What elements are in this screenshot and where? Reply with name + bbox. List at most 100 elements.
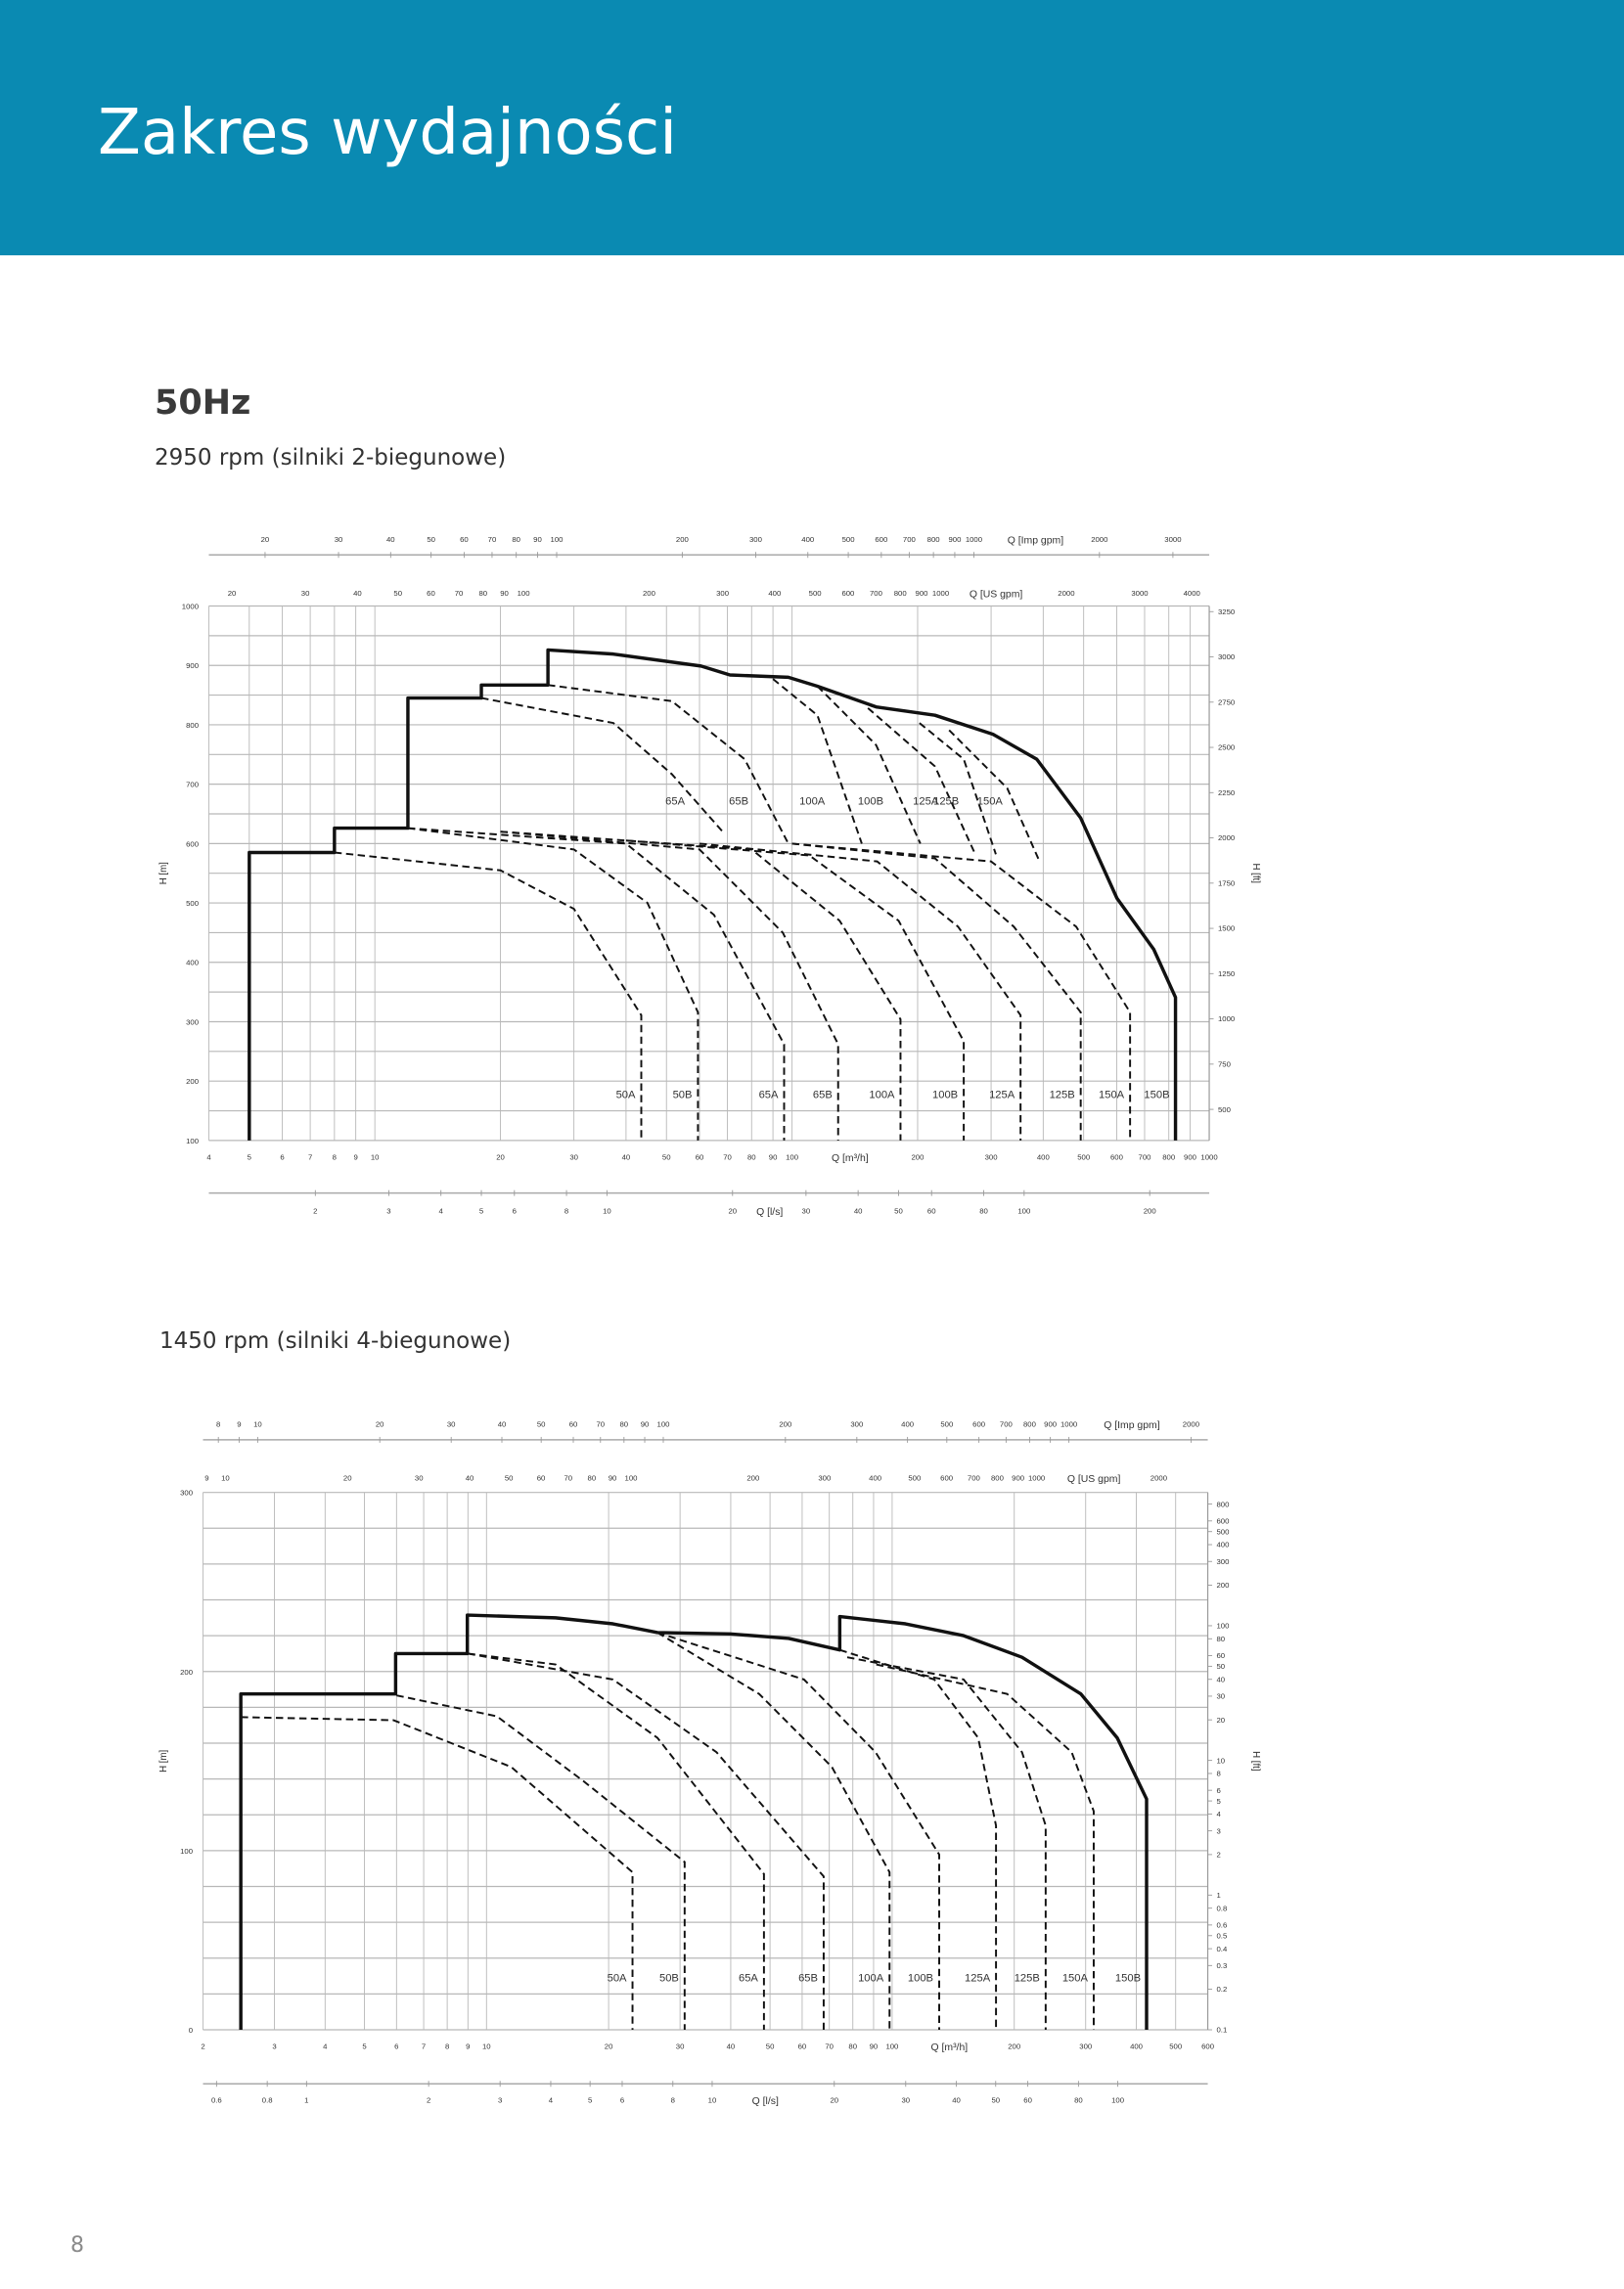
curve-125A [699, 842, 1022, 1141]
x-tick-label: 40 [727, 2042, 736, 2050]
y2-tick-label: 2750 [1218, 697, 1235, 706]
ls-tick-label: 3 [386, 1207, 390, 1216]
us-gpm-tick-label: 20 [343, 1474, 352, 1483]
y2-tick-label: 40 [1217, 1675, 1226, 1683]
curve-label-50B: 50B [673, 1090, 693, 1101]
curve-label-65A: 65A [739, 1973, 758, 1985]
ls-axis-label: Q [l/s] [756, 1207, 783, 1218]
curve-label-150A: 150A [1062, 1973, 1089, 1985]
y2-axis-label: H [ft] [1250, 863, 1261, 882]
ls-tick-label: 80 [979, 1207, 988, 1216]
curve-label-50B: 50B [659, 1973, 679, 1985]
us-gpm-tick-label: 70 [564, 1474, 572, 1483]
x-tick-label: 6 [280, 1152, 284, 1161]
us-gpm-tick-label: 600 [841, 589, 854, 598]
curve-label-65A: 65A [759, 1090, 779, 1101]
imp-gpm-tick-label: 600 [972, 1419, 985, 1428]
imp-gpm-tick-label: 70 [488, 535, 497, 544]
curve-50B [407, 827, 699, 1141]
curve-label-65B: 65B [813, 1090, 833, 1101]
y-tick-label: 1000 [182, 603, 199, 611]
imp-gpm-tick-label: 900 [948, 535, 961, 544]
x-tick-label: 90 [769, 1152, 778, 1161]
x-tick-label: 100 [885, 2042, 898, 2050]
y-tick-label: 200 [180, 1668, 193, 1677]
x-tick-label: 6 [394, 2042, 398, 2050]
us-gpm-tick-label: 40 [466, 1474, 474, 1483]
y2-tick-label: 0.1 [1217, 2026, 1228, 2035]
curve-label-125A: 125A [965, 1973, 991, 1985]
x-tick-label: 2 [201, 2042, 204, 2050]
y2-tick-label: 4 [1217, 1810, 1222, 1818]
ls-tick-label: 2 [427, 2096, 430, 2105]
curve-125B [791, 842, 1082, 1141]
imp-gpm-tick-label: 200 [676, 535, 689, 544]
y2-tick-label: 2 [1217, 1851, 1221, 1860]
imp-gpm-tick-label: 70 [596, 1419, 605, 1428]
curve-label-50A: 50A [608, 1973, 627, 1985]
chart-1: 4 5 6 7 8 9 10 20 30 40 50 60 70 80 90 100 200 300 400 500 6… [158, 535, 1261, 1218]
us-gpm-tick-label: 400 [869, 1474, 881, 1483]
us-gpm-tick-label: 90 [609, 1474, 617, 1483]
y2-tick-label: 3250 [1218, 607, 1235, 616]
us-gpm-tick-label: 700 [968, 1474, 980, 1483]
imp-gpm-tick-label: 400 [801, 535, 814, 544]
imp-gpm-tick-label: 300 [850, 1419, 863, 1428]
imp-gpm-tick-label: 30 [447, 1419, 456, 1428]
imp-gpm-tick-label: 80 [620, 1419, 629, 1428]
x-tick-label: 200 [1008, 2042, 1020, 2050]
ls-tick-label: 4 [439, 1207, 444, 1216]
ls-tick-label: 10 [603, 1207, 611, 1216]
ls-tick-label: 40 [952, 2096, 961, 2105]
x-tick-label: 20 [605, 2042, 613, 2050]
curve-100B [656, 1632, 940, 2031]
curve-65A [480, 696, 726, 835]
x-tick-label: 900 [1184, 1152, 1196, 1161]
ls-tick-label: 6 [513, 1207, 517, 1216]
imp-gpm-tick-label: 700 [903, 535, 916, 544]
imp-gpm-tick-label: 50 [427, 535, 435, 544]
y2-tick-label: 200 [1217, 1581, 1230, 1590]
curve-label-50A: 50A [616, 1090, 636, 1101]
curve-100B [816, 685, 922, 844]
curve-label-65B: 65B [729, 796, 748, 808]
x-axis-label: Q [m³/h] [930, 2042, 968, 2053]
x-tick-label: 300 [985, 1152, 998, 1161]
us-gpm-tick-label: 10 [221, 1474, 230, 1483]
us-gpm-tick-label: 60 [427, 589, 435, 598]
page-title: Zakres wydajności [98, 97, 677, 169]
x-tick-label: 4 [206, 1152, 211, 1161]
ls-tick-label: 6 [620, 2096, 624, 2105]
us-gpm-tick-label: 600 [940, 1474, 953, 1483]
us-gpm-tick-label: 800 [894, 589, 907, 598]
curve-label-65B: 65B [798, 1973, 818, 1985]
y2-tick-label: 2250 [1218, 788, 1235, 797]
y2-tick-label: 0.6 [1217, 1921, 1228, 1930]
us-gpm-tick-label: 200 [643, 589, 655, 598]
y2-tick-label: 80 [1217, 1635, 1226, 1643]
curve-100A [772, 678, 863, 844]
y2-tick-label: 5 [1217, 1797, 1221, 1806]
ls-tick-label: 20 [728, 1207, 737, 1216]
imp-gpm-tick-label: 100 [551, 535, 564, 544]
y2-tick-label: 0.5 [1217, 1931, 1228, 1940]
us-gpm-tick-label: 40 [353, 589, 362, 598]
us-gpm-axis-label: Q [US gpm] [970, 590, 1023, 601]
imp-gpm-tick-label: 20 [376, 1419, 384, 1428]
y-axis-label: H [m] [158, 862, 169, 884]
curve-65A [468, 1652, 765, 2031]
us-gpm-tick-label: 300 [716, 589, 729, 598]
header-banner: Zakres wydajności [0, 0, 1624, 255]
ls-tick-label: 5 [479, 1207, 483, 1216]
imp-gpm-tick-label: 2000 [1091, 535, 1107, 544]
ls-tick-label: 0.8 [262, 2096, 273, 2105]
y2-tick-label: 500 [1217, 1527, 1230, 1536]
curve-label-150A: 150A [1099, 1090, 1125, 1101]
imp-gpm-tick-label: 8 [216, 1419, 220, 1428]
curve-65B [500, 830, 839, 1141]
x-tick-label: 500 [1077, 1152, 1090, 1161]
us-gpm-tick-label: 500 [809, 589, 822, 598]
curve-50A [334, 851, 643, 1141]
imp-gpm-tick-label: 300 [749, 535, 762, 544]
